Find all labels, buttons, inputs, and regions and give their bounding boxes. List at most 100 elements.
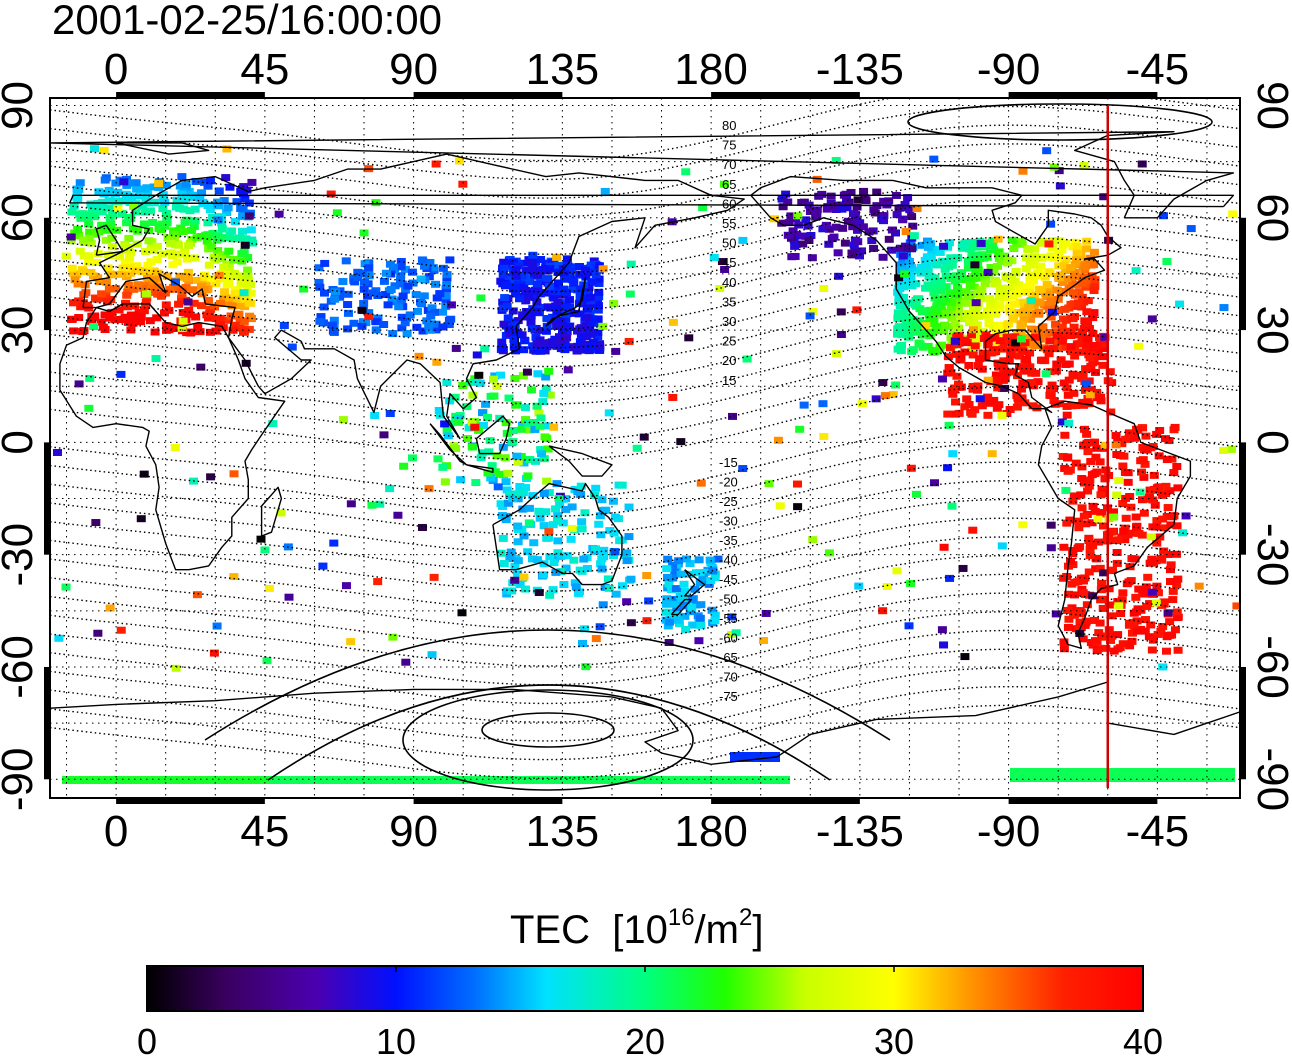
tec-cell xyxy=(1087,519,1097,527)
tec-cell xyxy=(490,468,500,476)
tec-cell xyxy=(894,284,904,292)
tec-cell xyxy=(413,307,423,315)
tec-cell xyxy=(878,217,888,225)
magnetic-contour xyxy=(50,498,1240,574)
tec-cell xyxy=(639,433,649,441)
tec-cell xyxy=(131,179,141,187)
tec-cell xyxy=(478,421,488,429)
tec-cell xyxy=(1009,300,1019,308)
tec-cell xyxy=(600,187,610,195)
tec-cell xyxy=(694,556,704,564)
tec-cell xyxy=(1139,509,1149,517)
tec-cell xyxy=(379,277,389,285)
tec-cell xyxy=(1084,324,1094,332)
tec-cell xyxy=(1092,394,1102,402)
tec-cell xyxy=(1027,379,1037,387)
tec-cell xyxy=(545,265,555,273)
tec-cell xyxy=(398,292,408,300)
tec-cell xyxy=(969,309,979,317)
tec-cell xyxy=(81,289,91,297)
tec-cell xyxy=(1052,360,1062,368)
tec-cell xyxy=(565,263,575,271)
tec-cell xyxy=(547,338,557,346)
tec-cell xyxy=(230,218,240,226)
coastline xyxy=(670,598,692,616)
tec-cell xyxy=(1061,255,1071,263)
tec-cell xyxy=(857,400,867,408)
tec-cell xyxy=(1146,533,1156,541)
contour-label-north: 65 xyxy=(722,177,736,192)
tec-cell xyxy=(995,337,1005,345)
tec-cell xyxy=(1162,258,1172,266)
tec-cell xyxy=(1084,482,1094,490)
tec-cell xyxy=(1116,610,1126,618)
tec-cell xyxy=(539,522,549,530)
tec-cell xyxy=(676,598,686,606)
tec-cell xyxy=(125,269,135,277)
coastline xyxy=(59,303,286,571)
tec-cell xyxy=(956,270,966,278)
tec-cell xyxy=(149,183,159,191)
tec-cell xyxy=(575,270,585,278)
tec-cell xyxy=(1085,552,1095,560)
tec-cell xyxy=(553,549,563,557)
tec-cell xyxy=(679,580,689,588)
axis-tick-labels: 0 45 90 135 180 -135 -90 -450 45 90 135 180 -135 -90-… xyxy=(0,45,1292,856)
tec-cell xyxy=(224,316,234,324)
tec-cell xyxy=(950,277,960,285)
tec-cell xyxy=(1026,297,1036,305)
tec-cell xyxy=(160,198,170,206)
bottom-lon-tick: 45 xyxy=(240,807,289,856)
tec-cell xyxy=(125,254,135,262)
tec-cell xyxy=(1066,343,1076,351)
tec-cell xyxy=(85,228,95,236)
tec-cell xyxy=(604,409,614,417)
tec-cell xyxy=(1165,566,1175,574)
tec-cell xyxy=(992,279,1002,287)
tec-cell xyxy=(952,372,962,380)
tec-cell xyxy=(831,156,841,164)
tec-cell xyxy=(915,340,925,348)
tec-cell xyxy=(781,190,791,198)
plot-title: 2001-02-25/16:00:00 xyxy=(52,0,442,43)
tec-cell xyxy=(492,382,502,390)
tec-cell xyxy=(545,553,555,561)
tec-cell xyxy=(911,280,921,288)
tec-cell xyxy=(853,226,863,234)
tec-cell xyxy=(361,319,371,327)
coastline xyxy=(429,423,468,466)
magnetic-contour xyxy=(50,667,1240,742)
tec-cell xyxy=(498,502,508,510)
tec-cell xyxy=(144,237,154,245)
tec-cell xyxy=(596,531,606,539)
border-band-top xyxy=(116,92,265,97)
tec-cell xyxy=(960,336,970,344)
tec-cell xyxy=(611,347,621,355)
tec-cell xyxy=(549,423,559,431)
tec-cell xyxy=(561,505,571,513)
tec-cell xyxy=(1226,445,1236,453)
tec-cell xyxy=(878,253,888,261)
tec-cell xyxy=(85,374,95,382)
tec-cell xyxy=(1107,567,1117,575)
top-lon-tick: 180 xyxy=(674,45,747,94)
tec-cell xyxy=(1086,386,1096,394)
tec-cell xyxy=(429,573,439,581)
tec-cell xyxy=(1073,299,1083,307)
tec-cell xyxy=(568,285,578,293)
tec-cell xyxy=(923,243,933,251)
tec-cell xyxy=(859,187,869,195)
tec-cell xyxy=(1025,276,1035,284)
tec-cell xyxy=(1090,282,1100,290)
tec-cell xyxy=(549,559,559,567)
tec-cell xyxy=(78,268,88,276)
tec-cell xyxy=(921,284,931,292)
tec-cell xyxy=(936,287,946,295)
tec-cell xyxy=(1051,253,1061,261)
tec-cell xyxy=(578,639,588,647)
tec-cell xyxy=(203,182,213,190)
tec-cell xyxy=(80,281,90,289)
tec-cell xyxy=(837,205,847,213)
tec-cell xyxy=(981,331,991,339)
tec-cell xyxy=(100,176,110,184)
